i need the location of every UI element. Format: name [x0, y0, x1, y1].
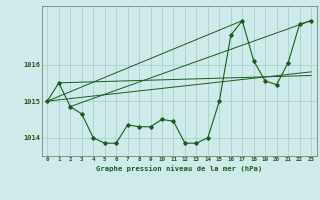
- X-axis label: Graphe pression niveau de la mer (hPa): Graphe pression niveau de la mer (hPa): [96, 165, 262, 172]
